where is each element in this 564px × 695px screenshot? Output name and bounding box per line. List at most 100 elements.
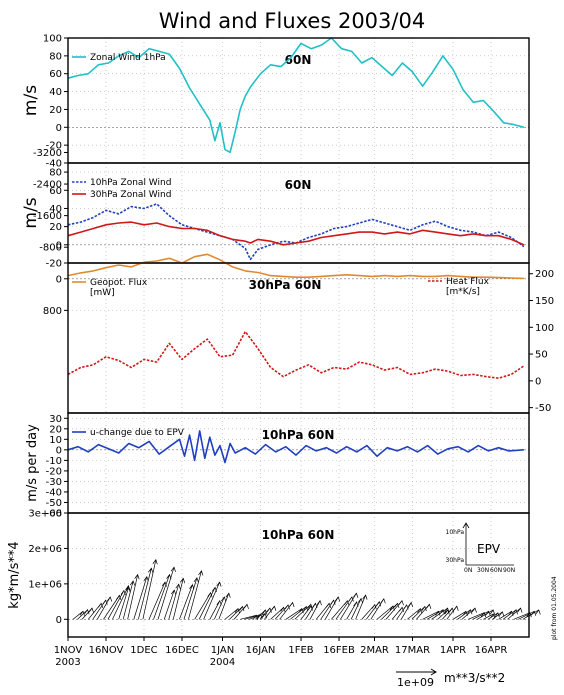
y-axis-label: m/s xyxy=(21,197,41,228)
epv-arrow-head xyxy=(116,594,122,600)
epv-arrow-head xyxy=(252,614,259,620)
epv-arrow-head xyxy=(421,605,427,612)
y-axis-label: m/s xyxy=(21,85,41,116)
y-tick-label: -40 xyxy=(46,487,62,498)
epv-arrow-head xyxy=(353,592,359,598)
x-tick-label: 16DEC xyxy=(165,645,199,656)
epv-arrow xyxy=(118,587,129,620)
epv-arrow-head xyxy=(271,605,277,611)
epv-arrow-head xyxy=(325,602,332,608)
epv-arrow-head xyxy=(371,603,377,610)
epv-arrow xyxy=(77,609,88,620)
inset-x-tick: 90N xyxy=(503,567,515,574)
epv-arrow-head xyxy=(234,607,240,614)
epv-arrow-head xyxy=(398,599,404,606)
reference-arrow-head xyxy=(430,668,437,676)
epv-arrow xyxy=(214,596,225,620)
epv-arrow-head xyxy=(148,567,154,573)
y-tick-label: -40 xyxy=(46,159,62,170)
x-tick-label: 17MAR xyxy=(395,645,430,656)
y-tick-label: 80 xyxy=(49,168,62,179)
epv-arrow xyxy=(179,584,193,620)
epv-arrow xyxy=(72,611,84,620)
epv-arrow xyxy=(218,593,230,620)
panel-annotation: 60N xyxy=(285,178,312,192)
epv-arrow xyxy=(487,612,499,620)
epv-arrow xyxy=(461,607,476,620)
epv-arrow-head xyxy=(129,580,135,586)
epv-arrow xyxy=(431,607,448,620)
y-tick-label: 80 xyxy=(49,51,62,62)
epv-arrow xyxy=(96,596,111,620)
epv-arrow-head xyxy=(362,594,368,600)
epv-arrow-head xyxy=(467,608,473,615)
epv-arrow xyxy=(477,609,494,620)
y-right-tick-label: 100 xyxy=(535,323,554,334)
y-tick-label: 20 xyxy=(49,424,62,435)
y-right-tick-label: 0 xyxy=(535,376,541,387)
x-tick-year: 2003 xyxy=(55,657,80,668)
epv-arrow xyxy=(255,609,266,620)
x-tick-label: 16APR xyxy=(475,645,508,656)
y-tick-label: 40 xyxy=(49,87,62,98)
legend-label: Geopot. Flux xyxy=(90,278,148,288)
y-tick-label: -20 xyxy=(46,141,62,152)
epv-arrow xyxy=(194,592,211,620)
epv-arrow xyxy=(376,605,394,620)
y-tick-label: 0 xyxy=(56,445,62,456)
epv-arrow xyxy=(148,581,166,620)
epv-arrow xyxy=(468,612,485,620)
x-tick-label: 16JAN xyxy=(246,645,276,656)
epv-arrow-head xyxy=(106,596,113,602)
epv-arrow-head xyxy=(517,607,523,613)
y-tick-label: -3200 xyxy=(33,148,62,159)
series-line-red xyxy=(67,221,525,246)
epv-arrow xyxy=(457,609,471,620)
y-tick-label: -1600 xyxy=(33,211,62,222)
epv-arrow-head xyxy=(97,602,104,608)
y-right-tick-label: 150 xyxy=(535,296,554,307)
epv-arrow-head xyxy=(499,611,505,617)
y-tick-label: -30 xyxy=(46,477,62,488)
epv-arrow xyxy=(340,593,357,620)
epv-arrow-head xyxy=(426,603,432,610)
epv-arrow xyxy=(163,589,175,620)
epv-arrow-head xyxy=(535,609,541,615)
series-line-blue xyxy=(67,203,525,261)
epv-arrow-head xyxy=(334,596,341,602)
epv-arrow xyxy=(229,606,243,620)
epv-arrow-head xyxy=(189,583,195,590)
inset-y-tick: 10hPa xyxy=(446,529,465,536)
epv-arrow-head xyxy=(508,610,514,616)
figure-title: Wind and Fluxes 2003/04 xyxy=(159,9,425,33)
epv-arrow-head xyxy=(417,607,423,614)
y-tick-label: 0 xyxy=(56,274,62,285)
y-right-tick-label: 200 xyxy=(535,269,554,280)
y-tick-label: 0 xyxy=(56,123,62,134)
epv-arrow xyxy=(188,570,202,620)
epv-arrow-head xyxy=(471,607,477,613)
epv-arrow-head xyxy=(344,599,350,606)
y-tick-label: -2400 xyxy=(33,180,62,191)
inset-y-tick: 30hPa xyxy=(446,557,465,564)
epv-arrow xyxy=(483,613,494,620)
epv-arrow xyxy=(522,609,539,620)
epv-arrow xyxy=(224,608,239,620)
epv-arrow xyxy=(452,611,467,620)
epv-arrow-head xyxy=(84,608,90,615)
y-tick-label: 40 xyxy=(49,204,62,215)
x-tick-label: 1DEC xyxy=(130,645,157,656)
epv-arrow xyxy=(309,600,321,620)
panel-annotation: 10hPa 60N xyxy=(262,528,335,542)
epv-arrow-head xyxy=(170,589,177,595)
epv-arrow-head xyxy=(380,598,386,604)
y-tick-label: 20 xyxy=(49,105,62,116)
epv-arrow-head xyxy=(143,576,149,582)
y-tick-label: -60 xyxy=(46,509,62,520)
y-tick-label: -800 xyxy=(39,243,62,254)
epv-arrow xyxy=(437,609,449,620)
legend-unit: [mW] xyxy=(90,288,115,298)
y-tick-label: 0 xyxy=(56,240,62,251)
y-tick-label: 30 xyxy=(49,414,62,425)
